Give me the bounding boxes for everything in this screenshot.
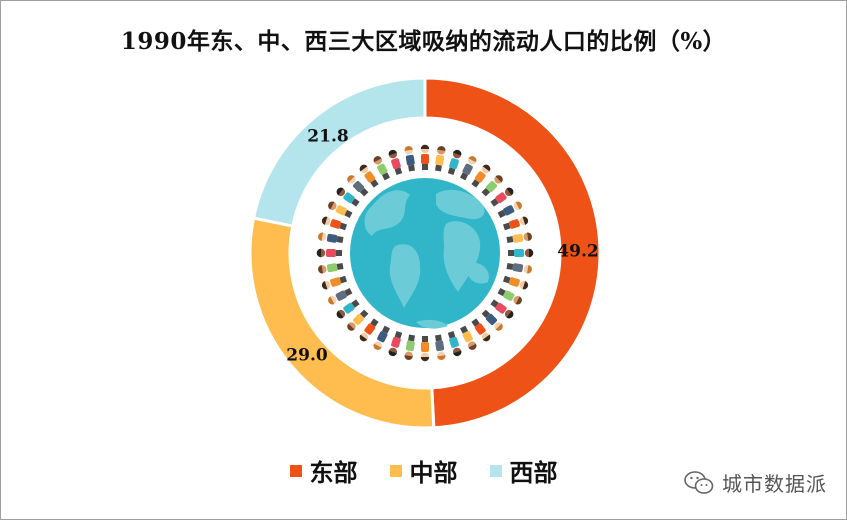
wechat-icon: [684, 470, 714, 494]
slice-labels: 49.2 29.0 21.8: [286, 127, 598, 366]
person-figure-icon: [336, 299, 360, 319]
legend: 东部 中部 西部: [0, 453, 847, 488]
person-figure-icon: [321, 216, 347, 231]
slice-value-label-east: 49.2: [557, 242, 598, 262]
person-figure-icon: [471, 164, 491, 188]
slice-value-label-central: 29.0: [286, 346, 328, 366]
legend-label: 中部: [409, 458, 458, 487]
person-figure-icon: [321, 275, 347, 290]
person-figure-icon: [497, 288, 522, 305]
person-figure-icon: [373, 325, 390, 350]
person-figure-icon: [435, 146, 446, 172]
person-figure-icon: [503, 216, 529, 231]
person-figure-icon: [490, 299, 514, 319]
person-figure-icon: [471, 318, 491, 342]
person-figure-icon: [404, 334, 415, 360]
person-figure-icon: [328, 201, 353, 218]
person-figure-icon: [388, 331, 403, 357]
legend-swatch: [389, 464, 402, 477]
person-figure-icon: [318, 232, 344, 243]
legend-label: 西部: [509, 458, 558, 487]
person-figure-icon: [404, 146, 415, 172]
person-figure-icon: [506, 232, 532, 243]
person-figure-icon: [318, 263, 344, 274]
person-figure-icon: [420, 144, 430, 170]
person-figure-icon: [447, 149, 462, 175]
donut-slice-east: [423, 76, 602, 430]
donut-slices: [248, 76, 602, 430]
person-figure-icon: [497, 201, 522, 218]
person-figure-icon: [420, 336, 430, 362]
person-figure-icon: [447, 331, 462, 357]
person-figure-icon: [503, 275, 529, 290]
person-figure-icon: [336, 187, 360, 207]
watermark-text: 城市数据派: [722, 472, 827, 496]
globe-icon: [350, 178, 500, 329]
person-figure-icon: [460, 325, 477, 350]
slice-value-label-west: 21.8: [307, 127, 348, 147]
chart-title: 1990年东、中、西三大区域吸纳的流动人口的比例（%）: [120, 28, 727, 55]
donut-slice-west: [251, 76, 427, 228]
legend-swatch: [489, 464, 502, 477]
person-figure-icon: [506, 263, 532, 274]
person-figure-icon: [460, 156, 477, 181]
globe-people-illustration: [316, 144, 534, 362]
watermark: 城市数据派: [684, 468, 827, 497]
legend-item-central: 中部: [389, 453, 458, 488]
legend-item-west: 西部: [489, 453, 558, 488]
person-figure-icon: [328, 288, 353, 305]
person-figure-icon: [435, 334, 446, 360]
legend-swatch: [289, 464, 302, 477]
person-figure-icon: [359, 164, 379, 188]
person-figure-icon: [388, 149, 403, 175]
legend-item-east: 东部: [289, 453, 358, 488]
person-figure-icon: [359, 318, 379, 342]
legend-label: 东部: [309, 458, 358, 487]
person-figure-icon: [508, 248, 534, 258]
person-figure-icon: [373, 156, 390, 181]
person-figure-icon: [490, 187, 514, 207]
person-figure-icon: [316, 248, 342, 258]
